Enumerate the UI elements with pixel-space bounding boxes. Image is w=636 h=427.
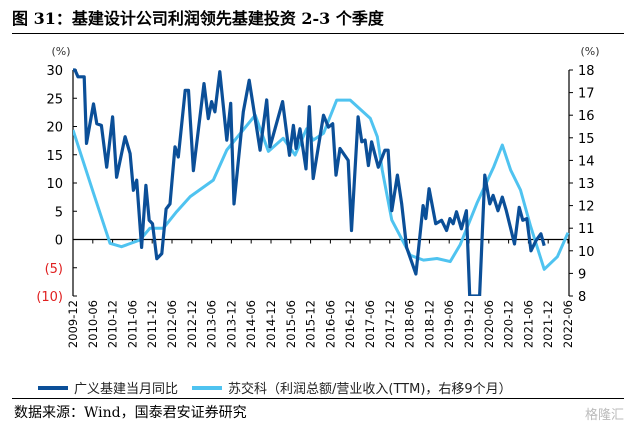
right-tick-label: 11 [578,222,595,237]
right-tick-label: 9 [578,267,586,282]
x-tick-label: 2009-12 [66,300,80,348]
right-tick-label: 8 [578,290,586,305]
x-tick-label: 2016-12 [343,300,357,348]
legend-item-infrastructure: 广义基建当月同比 [38,378,178,397]
x-tick-label: 2010-12 [106,300,120,348]
right-tick-label: 14 [578,154,595,169]
x-tick-label: 2013-06 [205,300,219,348]
left-tick-label: 15 [46,149,63,164]
figure-title: 图 31：基建设计公司利润领先基建投资 2-3 个季度 [12,9,384,28]
x-tick-label: 2010-06 [86,300,100,348]
legend-swatch-dark-blue [38,385,68,390]
x-tick-label: 2012-12 [185,300,199,348]
x-tick-label: 2018-12 [422,300,436,348]
x-tick-label: 2018-06 [403,300,417,348]
x-tick-label: 2016-06 [323,300,337,348]
left-tick-label: 20 [46,121,63,136]
left-tick-label: 25 [46,92,63,107]
left-tick-label: 30 [46,64,63,79]
legend: 广义基建当月同比 苏交科（利润总额/营业收入(TTM)，右移9个月） [38,378,526,397]
x-tick-label: 2017-06 [363,300,377,348]
left-tick-label: (5) [45,262,63,277]
x-tick-label: 2020-12 [502,300,516,348]
legend-swatch-light-blue [192,385,223,390]
x-tick-label: 2020-06 [482,300,496,348]
right-tick-label: 16 [578,109,595,124]
source-divider [12,398,624,399]
title-divider [12,33,624,34]
x-tick-label: 2011-06 [125,300,139,348]
left-tick-label: 10 [46,177,63,192]
legend-label: 苏交科（利润总额/营业收入(TTM)，右移9个月） [228,382,512,397]
legend-item-sutpc: 苏交科（利润总额/营业收入(TTM)，右移9个月） [192,378,512,397]
x-tick-label: 2017-12 [383,300,397,348]
right-tick-label: 15 [578,132,595,147]
x-tick-label: 2014-12 [264,300,278,348]
x-tick-label: 2019-06 [442,300,456,348]
right-tick-label: 18 [578,64,595,79]
x-tick-label: 2021-06 [521,300,535,348]
x-tick-label: 2013-12 [224,300,238,348]
left-tick-label: (10) [36,290,63,305]
x-tick-label: 2011-12 [145,300,159,348]
series-line-infrastructure-yoy [73,68,546,296]
left-tick-label: 5 [55,205,63,220]
source-note: 数据来源：Wind，国泰君安证券研究 [14,405,247,421]
right-tick-label: 10 [578,245,595,260]
x-tick-label: 2015-12 [304,300,318,348]
x-tick-label: 2022-06 [561,300,575,348]
left-axis-unit: (%) [51,45,70,58]
left-tick-label: 0 [55,234,63,249]
x-tick-label: 2015-06 [284,300,298,348]
legend-label: 广义基建当月同比 [74,382,179,397]
watermark-logo: 格隆汇 [584,408,624,423]
x-tick-label: 2019-12 [462,300,476,348]
x-tick-label: 2012-06 [165,300,179,348]
x-tick-label: 2014-06 [244,300,258,348]
x-tick-label: 2021-12 [541,300,555,348]
right-tick-label: 17 [578,87,595,102]
right-axis-unit: (%) [580,45,599,58]
right-tick-label: 12 [578,200,595,215]
right-tick-label: 13 [578,177,595,192]
